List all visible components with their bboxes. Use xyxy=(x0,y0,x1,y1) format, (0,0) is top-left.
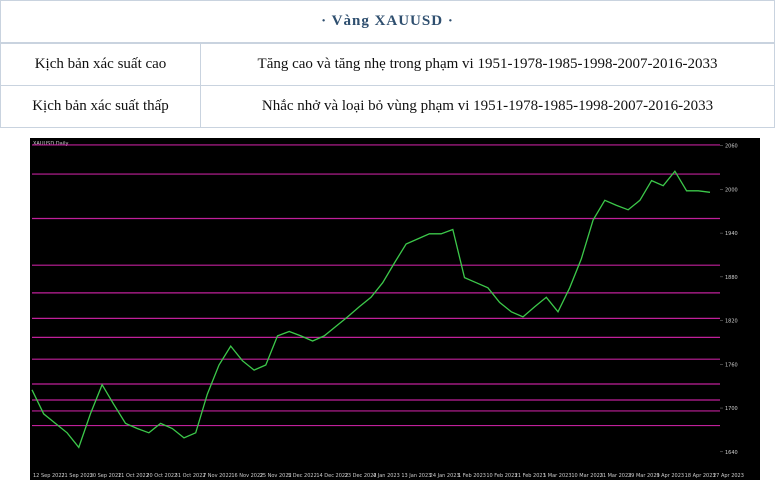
row: Kịch bản xác suất cao Tăng cao và tăng nh… xyxy=(0,43,775,86)
y-tick-label: 1820 xyxy=(725,319,738,325)
x-tick-label: 1 Feb 2023 xyxy=(458,473,486,479)
page-title: · Vàng XAUUSD · xyxy=(0,0,775,43)
x-tick-label: 30 Sep 2022 xyxy=(90,473,122,479)
x-tick-label: 4 Jan 2023 xyxy=(373,473,400,479)
y-tick-label: 1940 xyxy=(725,231,738,237)
x-tick-label: 5 Dec 2022 xyxy=(288,473,317,479)
x-tick-label: 14 Dec 2022 xyxy=(316,473,348,479)
x-tick-label: 18 Apr 2023 xyxy=(685,473,716,479)
x-tick-label: 23 Dec 2022 xyxy=(345,473,377,479)
x-tick-label: 24 Jan 2023 xyxy=(430,473,460,479)
x-tick-label: 7 Nov 2022 xyxy=(203,473,232,479)
scenario-table: Kịch bản xác suất cao Tăng cao và tăng nh… xyxy=(0,43,775,128)
x-tick-label: 29 Mar 2023 xyxy=(628,473,660,479)
y-tick-label: 1880 xyxy=(725,275,738,281)
chart-background xyxy=(30,138,760,480)
x-tick-label: 21 Sep 2022 xyxy=(61,473,93,479)
x-tick-label: 1 Mar 2023 xyxy=(543,473,572,479)
y-tick-label: 1760 xyxy=(725,362,738,368)
x-tick-label: 21 Mar 2023 xyxy=(600,473,632,479)
x-tick-label: 11 Oct 2022 xyxy=(118,473,149,479)
x-tick-label: 13 Jan 2023 xyxy=(401,473,431,479)
cell: Nhắc nhở và loại bỏ vùng phạm vi 1951-19… xyxy=(200,85,775,128)
x-tick-label: 25 Nov 2022 xyxy=(260,473,292,479)
x-tick-label: 10 Mar 2023 xyxy=(571,473,603,479)
y-tick-label: 2000 xyxy=(725,187,738,193)
x-tick-label: 9 Apr 2023 xyxy=(656,473,684,479)
cell: Kịch bản xác suất cao xyxy=(0,43,201,86)
x-tick-label: 21 Feb 2023 xyxy=(515,473,546,479)
y-tick-label: 2060 xyxy=(725,144,738,150)
y-tick-label: 1640 xyxy=(725,450,738,456)
cell: Kịch bản xác suất thấp xyxy=(0,85,201,128)
x-tick-label: 10 Feb 2023 xyxy=(486,473,517,479)
x-tick-label: 16 Nov 2022 xyxy=(231,473,263,479)
y-tick-label: 1700 xyxy=(725,406,738,412)
row: Kịch bản xác suất thấp Nhắc nhở và loại b… xyxy=(0,85,775,128)
x-tick-label: 20 Oct 2022 xyxy=(146,473,177,479)
x-tick-label: 12 Sep 2022 xyxy=(33,473,65,479)
x-tick-label: 27 Apr 2023 xyxy=(713,473,744,479)
cell: Tăng cao và tăng nhẹ trong phạm vi 1951-… xyxy=(200,43,775,86)
chart-title: XAUUSD,Daily xyxy=(33,141,68,147)
x-tick-label: 31 Oct 2022 xyxy=(175,473,206,479)
price-line xyxy=(31,170,711,449)
